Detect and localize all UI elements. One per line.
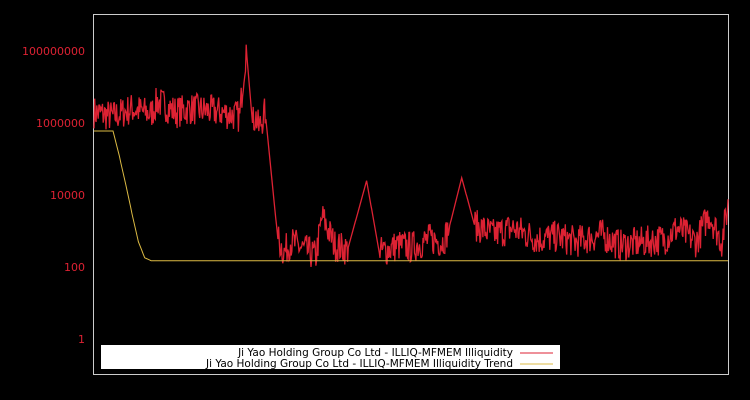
series-trend-line — [94, 130, 728, 262]
y-axis-ticks: 100000000 1000000 10000 100 1 — [22, 45, 85, 346]
y-tick-label: 100 — [64, 261, 85, 274]
legend: Ji Yao Holding Group Co Ltd - ILLIQ-MFME… — [101, 345, 560, 370]
plot-frame — [93, 14, 729, 375]
series-illiquidity-line — [93, 44, 729, 268]
legend-box — [101, 345, 560, 369]
y-tick-label: 1000000 — [36, 117, 85, 130]
y-tick-label: 1 — [78, 333, 85, 346]
y-tick-label: 100000000 — [22, 45, 85, 58]
legend-label-trend: Ji Yao Holding Group Co Ltd - ILLIQ-MFME… — [205, 358, 513, 370]
plot-lines — [93, 44, 729, 268]
y-tick-label: 10000 — [50, 189, 85, 202]
legend-label-main: Ji Yao Holding Group Co Ltd - ILLIQ-MFME… — [237, 347, 513, 359]
